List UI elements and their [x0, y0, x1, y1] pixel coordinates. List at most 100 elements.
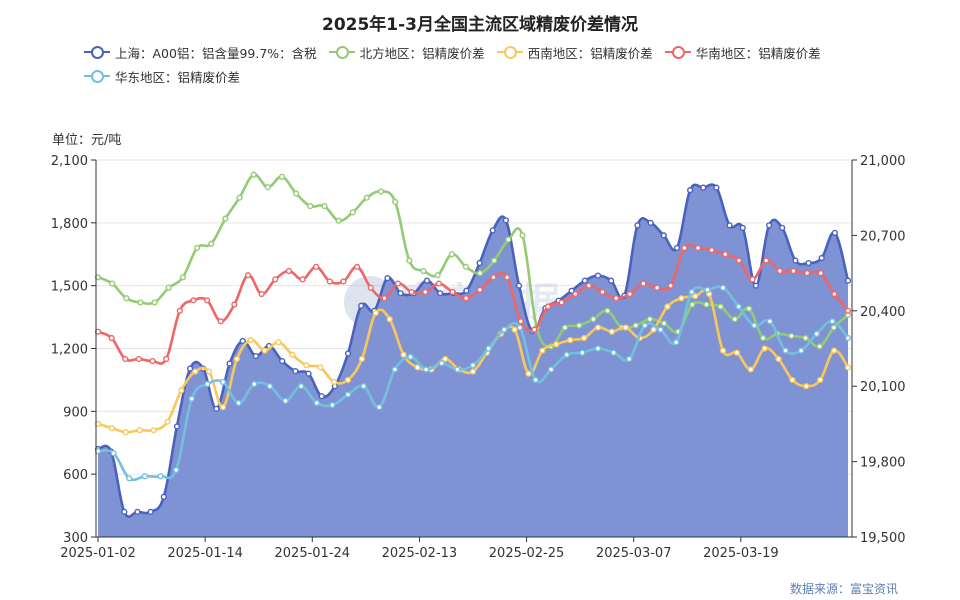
legend-item-1[interactable]: 北方地区：铝精废价差: [328, 40, 485, 64]
series-0-point-36: [568, 287, 575, 294]
series-1-point-10: [236, 194, 243, 201]
series-1-point-7: [193, 244, 201, 252]
legend-item-4[interactable]: 华东地区：铝精废价差: [84, 64, 240, 88]
series-2-point-43: [692, 293, 699, 300]
series-0-point-56: [831, 229, 838, 236]
legend-swatch-2: [496, 45, 523, 59]
series-3-point-15: [299, 276, 306, 283]
series-4-point-39: [704, 286, 711, 293]
series-1-point-1: [109, 280, 116, 287]
series-2-point-48: [761, 345, 768, 352]
y-left-tick-label-5: 1,800: [51, 217, 88, 232]
series-4-point-6: [188, 395, 195, 402]
series-2-point-25: [442, 355, 449, 363]
series-0-point-31: [502, 217, 509, 224]
series-1-point-42: [689, 301, 696, 308]
series-1-point-15: [307, 202, 314, 210]
series-3-point-38: [613, 295, 620, 302]
series-2-point-33: [553, 341, 560, 348]
series-4-point-7: [204, 381, 211, 388]
series-1-point-34: [576, 322, 583, 329]
series-1-point-23: [420, 267, 427, 275]
series-0-point-28: [463, 287, 470, 294]
series-0-point-37: [581, 277, 588, 284]
legend-label-3: 华南地区：铝精废价差: [695, 45, 821, 61]
legend-label-2: 西南地区：铝精废价差: [527, 45, 653, 61]
legend-item-3[interactable]: 华南地区：铝精废价差: [664, 40, 821, 64]
axes: 300 600 900 1,200 1,500 1,800 2,100 19,500 19,80…: [51, 154, 906, 561]
series-3-point-13: [272, 276, 279, 283]
series-3-point-3: [135, 355, 143, 363]
series-0-point-49: [739, 224, 746, 231]
series-4-point-26: [501, 326, 508, 333]
series-3-point-17: [326, 278, 333, 285]
series-2-point-4: [150, 427, 157, 434]
series-1-point-5: [165, 284, 172, 291]
series-3-point-27: [463, 295, 470, 302]
series-3-point-41: [653, 284, 661, 291]
series-2-point-5: [164, 418, 171, 425]
series-2-point-51: [803, 383, 810, 390]
series-2-point-47: [747, 366, 754, 373]
series-0-point-42: [647, 219, 654, 226]
series-1-point-29: [505, 236, 512, 243]
series-1-point-9: [222, 215, 229, 222]
series-1-point-46: [745, 305, 753, 312]
series-2-point-23: [414, 364, 421, 371]
series-2-point-41: [664, 303, 671, 310]
series-0-point-38: [594, 272, 602, 279]
chart-title: 2025年1-3月全国主流区域精废价差情况: [321, 15, 639, 35]
series-4-point-9: [235, 399, 242, 407]
x-tick-label-6: 2025-03-19: [703, 546, 779, 561]
series-3-point-10: [231, 301, 238, 308]
series-4-point-28: [532, 376, 539, 384]
series-2-point-38: [622, 324, 629, 331]
series-3-point-46: [722, 251, 729, 258]
series-3-point-53: [817, 270, 824, 277]
series-2-point-35: [581, 334, 588, 342]
series-2: [94, 288, 852, 436]
series-4-point-31: [579, 349, 586, 356]
series-3-point-2: [122, 355, 129, 363]
series-0-point-25: [423, 277, 431, 284]
legend-label-4: 华东地区：铝精废价差: [115, 69, 241, 85]
series-3-point-47: [735, 257, 743, 264]
series-4-point-14: [313, 399, 320, 407]
series-4-point-19: [391, 366, 398, 373]
series-0-point-15: [292, 368, 299, 375]
series-1-point-18: [349, 209, 356, 216]
series-3-point-4: [149, 357, 156, 365]
series-0-point-44: [673, 244, 681, 252]
series-4-point-38: [688, 288, 695, 296]
series-3-point-49: [763, 257, 770, 264]
series-2-point-45: [719, 347, 727, 354]
y-right-tick-label-5: 21,000: [860, 154, 906, 169]
series-3-point-26: [449, 288, 456, 296]
series-4-point-44: [782, 347, 789, 354]
legend-item-2[interactable]: 西南地区：铝精废价差: [496, 40, 653, 64]
series-4-point-42: [751, 322, 758, 329]
series-3-point-20: [367, 284, 374, 291]
series-3-point-42: [667, 282, 674, 289]
legend-swatch-3: [664, 45, 691, 59]
series-4-point-32: [594, 345, 602, 352]
series-3-point-45: [708, 246, 715, 254]
series-4-point-36: [657, 326, 664, 333]
series-2-point-10: [233, 355, 240, 363]
series-1-point-30: [519, 232, 526, 239]
series-3-point-32: [531, 326, 538, 333]
series-0-point-54: [805, 259, 812, 267]
series-0-point-55: [818, 254, 825, 262]
y-left-tick-label-2: 900: [63, 405, 88, 420]
x-tick-label-5: 2025-03-07: [596, 546, 672, 561]
series-1: [94, 171, 852, 350]
series-1-point-6: [179, 274, 187, 281]
legend-item-0[interactable]: 上海：A00铝：铝含量99.7%：含税: [84, 40, 317, 64]
series-2-point-11: [247, 337, 254, 344]
series-3-point-1: [108, 334, 115, 342]
series-0-point-20: [358, 302, 365, 309]
series-1-point-11: [250, 171, 257, 178]
series-0-point-26: [437, 290, 444, 297]
series-3-point-40: [640, 280, 647, 287]
series-0-point-19: [344, 350, 352, 357]
